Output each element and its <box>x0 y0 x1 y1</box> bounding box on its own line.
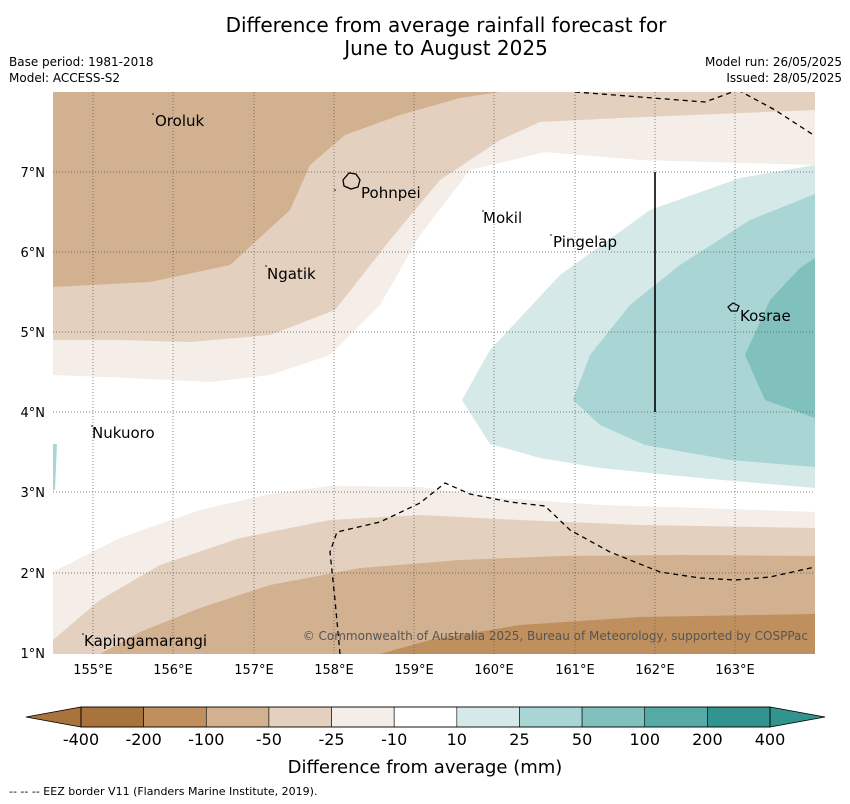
chart-title: Difference from average rainfall forecas… <box>0 14 850 60</box>
lat-tick-2: 2°N <box>21 567 46 582</box>
colorbar-max-arrow <box>769 706 826 728</box>
place-kapingamarangi: Kapingamarangi <box>84 632 207 650</box>
meta-left: Base period: 1981-2018 Model: ACCESS-S2 <box>9 54 154 86</box>
colorbar-segment <box>644 706 708 728</box>
colorbar-tick-labels: -400 -200 -100 -50 -25 -10 10 25 50 100 200 400 <box>63 730 785 749</box>
gridlines <box>53 92 815 654</box>
contour-wet-50 <box>745 258 815 418</box>
colorbar-tick-label: -50 <box>256 730 282 749</box>
copyright-text: © Commonwealth of Australia 2025, Bureau… <box>303 629 808 643</box>
longitude-ticks: 155°E 156°E 157°E 158°E 159°E 160°E 161°… <box>73 663 755 678</box>
lon-tick-159: 159°E <box>394 663 434 678</box>
colorbar-segment <box>393 706 458 728</box>
colorbar-tick-label: 100 <box>629 730 660 749</box>
lon-tick-163: 163°E <box>715 663 755 678</box>
colorbar-min-arrow <box>25 706 82 728</box>
colorbar-tick-label: 25 <box>509 730 529 749</box>
colorbar-frame <box>80 706 771 728</box>
colorbar-segment <box>331 706 395 728</box>
model-run: Model run: 26/05/2025 <box>704 55 842 69</box>
colorbar-tick-label: 200 <box>692 730 723 749</box>
lon-tick-160: 160°E <box>474 663 514 678</box>
colorbar-tick-label: 10 <box>447 730 467 749</box>
lon-tick-157: 157°E <box>234 663 274 678</box>
contour-dry-south-100 <box>380 614 815 654</box>
colorbar-title: Difference from average (mm) <box>288 757 563 778</box>
colorbar-segment <box>205 706 270 728</box>
colorbar-segments <box>80 706 771 728</box>
lon-tick-156: 156°E <box>153 663 193 678</box>
colorbar-tick-label: -10 <box>381 730 407 749</box>
colorbar-tick-label: 50 <box>572 730 592 749</box>
lon-tick-161: 161°E <box>555 663 595 678</box>
place-pingelap: Pingelap <box>553 233 617 251</box>
place-oroluk: Oroluk <box>155 112 204 130</box>
lon-tick-162: 162°E <box>635 663 675 678</box>
colorbar-segment <box>143 706 207 728</box>
island-dots <box>82 113 552 635</box>
colorbar-segment <box>519 706 583 728</box>
contour-wet-25 <box>573 194 815 467</box>
lon-tick-158: 158°E <box>314 663 354 678</box>
place-nukuoro: Nukuoro <box>92 424 155 442</box>
contour-west-sliver <box>53 444 57 490</box>
footer-note: -- -- -- EEZ border V11 (Flanders Marine… <box>9 785 318 798</box>
base-period: Base period: 1981-2018 <box>9 55 154 69</box>
latitude-ticks: 7°N 6°N 5°N 4°N 3°N 2°N 1°N <box>21 166 46 662</box>
kosrae-island <box>727 302 740 312</box>
colorbar-segment <box>268 706 332 728</box>
colorbar-tick-label: 400 <box>755 730 786 749</box>
place-labels: Oroluk Pohnpei Mokil Pingelap Ngatik Kos… <box>84 112 791 650</box>
colorbar-tick-label: -200 <box>125 730 161 749</box>
pohnpei-island <box>342 172 361 190</box>
issued-date: Issued: 28/05/2025 <box>726 71 842 85</box>
lat-tick-7: 7°N <box>21 166 46 181</box>
contour-dry-50 <box>53 92 500 287</box>
place-pohnpei: Pohnpei <box>361 184 421 202</box>
colorbar-segment <box>456 706 520 728</box>
colorbar-tick-label: -400 <box>63 730 99 749</box>
colorbar-segment <box>80 706 144 728</box>
lat-tick-6: 6°N <box>21 246 46 261</box>
colorbar-tick-label: -100 <box>188 730 224 749</box>
lat-tick-3: 3°N <box>21 486 46 501</box>
colorbar-segment <box>581 706 646 728</box>
title-line-1: Difference from average rainfall forecas… <box>225 13 667 37</box>
colorbar: -400 -200 -100 -50 -25 -10 10 25 50 100 200 400 Dif… <box>25 706 826 778</box>
colorbar-tick-label: -25 <box>318 730 344 749</box>
place-ngatik: Ngatik <box>267 265 316 283</box>
eez-border <box>329 92 815 654</box>
place-mokil: Mokil <box>483 209 522 227</box>
map-panel: Oroluk Pohnpei Mokil Pingelap Ngatik Kos… <box>53 92 815 654</box>
title-line-2: June to August 2025 <box>344 36 548 60</box>
colorbar-segment <box>707 706 771 728</box>
model-name: Model: ACCESS-S2 <box>9 71 121 85</box>
lat-tick-5: 5°N <box>21 326 46 341</box>
place-kosrae: Kosrae <box>740 307 791 325</box>
lon-tick-155: 155°E <box>73 663 113 678</box>
meta-right: Model run: 26/05/2025 Issued: 28/05/2025 <box>705 54 842 86</box>
lat-tick-1: 1°N <box>21 647 46 662</box>
lat-tick-4: 4°N <box>21 406 46 421</box>
